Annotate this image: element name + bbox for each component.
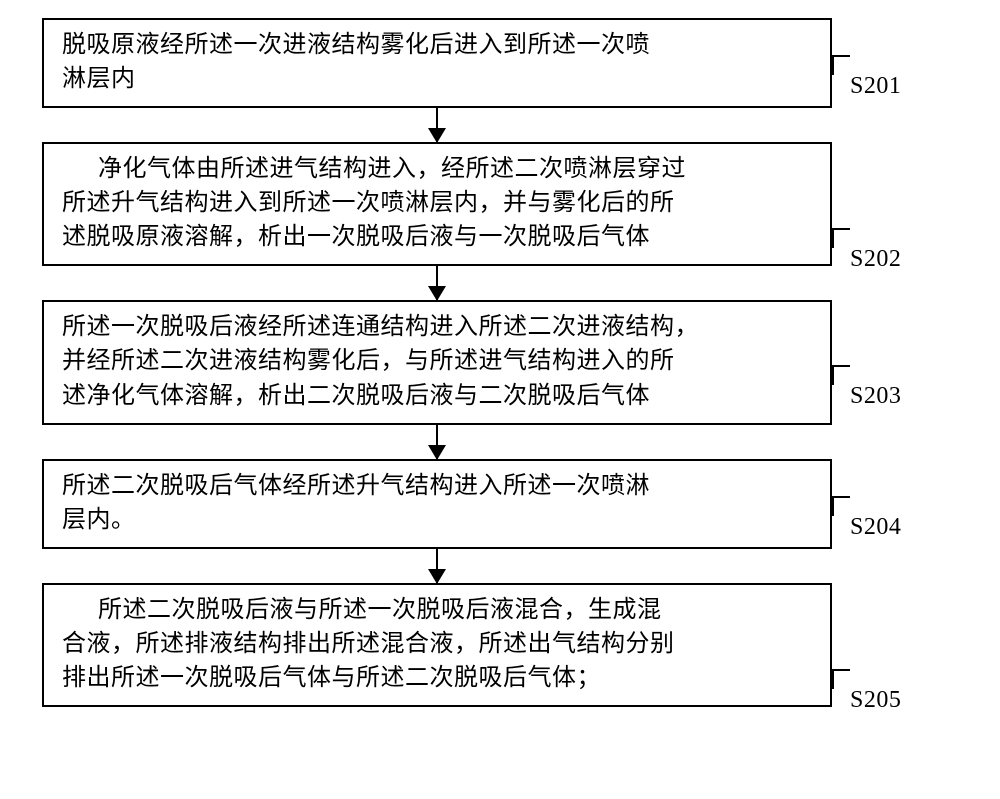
step-label: S201 [850,73,901,100]
flow-arrow [42,425,832,459]
step-box: 所述二次脱吸后液与所述一次脱吸后液混合，生成混合液，所述排液结构排出所述混合液，… [42,583,832,707]
step-box: 所述二次脱吸后气体经所述升气结构进入所述一次喷淋层内。 [42,459,832,549]
flow-arrow [42,549,832,583]
flow-step: 所述二次脱吸后液与所述一次脱吸后液混合，生成混合液，所述排液结构排出所述混合液，… [42,583,958,707]
step-bracket [832,669,850,689]
step-label: S204 [850,514,901,541]
step-box: 所述一次脱吸后液经所述连通结构进入所述二次进液结构，并经所述二次进液结构雾化后，… [42,300,832,424]
flow-arrow [42,266,832,300]
step-bracket [832,496,850,516]
step-label: S203 [850,383,901,410]
step-box: 脱吸原液经所述一次进液结构雾化后进入到所述一次喷淋层内 [42,18,832,108]
step-bracket [832,55,850,75]
flow-step: 净化气体由所述进气结构进入，经所述二次喷淋层穿过所述升气结构进入到所述一次喷淋层… [42,142,958,266]
flow-arrow [42,108,832,142]
step-label: S202 [850,246,901,273]
step-bracket [832,228,850,248]
step-bracket [832,365,850,385]
flow-step: 所述二次脱吸后气体经所述升气结构进入所述一次喷淋层内。 S204 [42,459,958,549]
step-box: 净化气体由所述进气结构进入，经所述二次喷淋层穿过所述升气结构进入到所述一次喷淋层… [42,142,832,266]
step-label: S205 [850,687,901,714]
flow-step: 所述一次脱吸后液经所述连通结构进入所述二次进液结构，并经所述二次进液结构雾化后，… [42,300,958,424]
flowchart: 脱吸原液经所述一次进液结构雾化后进入到所述一次喷淋层内 S201 净化气体由所述进气… [42,18,958,707]
flow-step: 脱吸原液经所述一次进液结构雾化后进入到所述一次喷淋层内 S201 [42,18,958,108]
